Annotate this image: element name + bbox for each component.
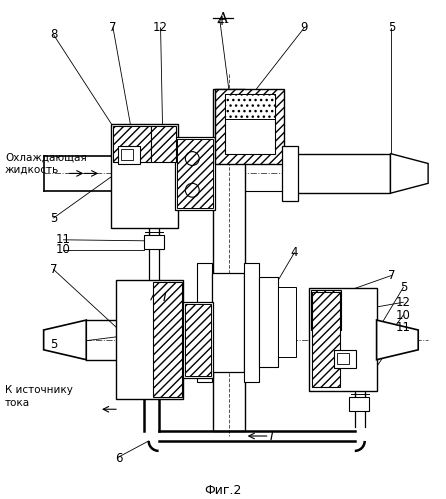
Bar: [259, 277, 278, 367]
Bar: [225, 94, 275, 154]
Bar: [311, 290, 341, 330]
Polygon shape: [376, 320, 418, 360]
Bar: [183, 302, 213, 378]
Bar: [116, 280, 183, 399]
Text: 12: 12: [153, 21, 168, 34]
Text: 5: 5: [400, 281, 407, 294]
Text: 7: 7: [50, 263, 57, 276]
Bar: [309, 288, 376, 391]
Text: 7: 7: [388, 269, 395, 282]
Text: 10: 10: [56, 243, 71, 256]
Bar: [175, 137, 215, 210]
Text: 5: 5: [50, 338, 57, 351]
Text: 5: 5: [50, 212, 57, 225]
Bar: [186, 304, 211, 376]
Text: I: I: [162, 291, 166, 304]
Text: 9: 9: [301, 21, 308, 34]
Text: 11: 11: [396, 320, 411, 333]
Text: 4: 4: [291, 246, 298, 259]
Text: 7: 7: [109, 21, 117, 34]
Text: 11: 11: [56, 234, 71, 247]
Text: 4: 4: [216, 15, 224, 28]
Bar: [153, 282, 182, 397]
Text: Охлаждающая
жидкость: Охлаждающая жидкость: [5, 152, 87, 175]
Text: I: I: [269, 430, 273, 443]
Bar: [178, 139, 213, 208]
Bar: [215, 89, 285, 164]
Bar: [113, 126, 151, 162]
Text: А: А: [218, 12, 228, 26]
Bar: [121, 149, 133, 160]
Bar: [278, 287, 296, 357]
Bar: [244, 262, 259, 382]
Bar: [151, 126, 177, 162]
Bar: [312, 292, 340, 387]
Bar: [213, 89, 245, 431]
Text: 5: 5: [388, 21, 395, 34]
Bar: [296, 154, 390, 193]
Text: 6: 6: [115, 452, 123, 465]
Bar: [225, 94, 275, 119]
Polygon shape: [390, 154, 428, 193]
Bar: [118, 146, 140, 164]
Bar: [144, 235, 164, 249]
Text: К источнику
тока: К источнику тока: [5, 385, 73, 408]
Bar: [197, 262, 212, 382]
Bar: [212, 272, 244, 372]
Bar: [349, 397, 369, 411]
Text: 10: 10: [396, 308, 411, 322]
Text: 8: 8: [50, 28, 57, 41]
Text: Фиг.2: Фиг.2: [204, 484, 242, 497]
Text: 12: 12: [396, 296, 411, 309]
Bar: [337, 353, 349, 364]
Bar: [282, 146, 298, 201]
Bar: [111, 124, 178, 228]
Bar: [334, 350, 356, 368]
Polygon shape: [44, 320, 86, 360]
